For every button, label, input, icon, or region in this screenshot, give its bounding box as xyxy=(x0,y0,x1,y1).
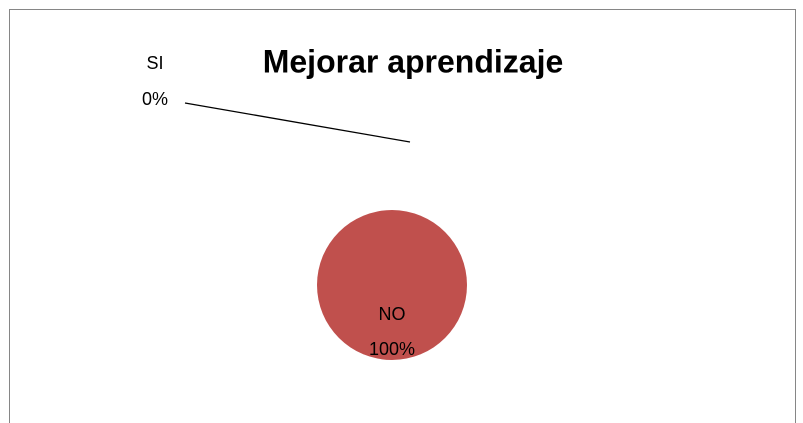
slice-category-label: SI xyxy=(146,53,163,73)
slice-value-label: 100% xyxy=(369,339,415,359)
slice-value-label: 0% xyxy=(142,89,168,109)
slice-category-label: NO xyxy=(379,304,406,324)
pie-slice xyxy=(317,210,467,360)
chart-title: Mejorar aprendizaje xyxy=(263,43,564,79)
leader-line xyxy=(184,102,411,143)
chart-frame xyxy=(9,9,796,423)
